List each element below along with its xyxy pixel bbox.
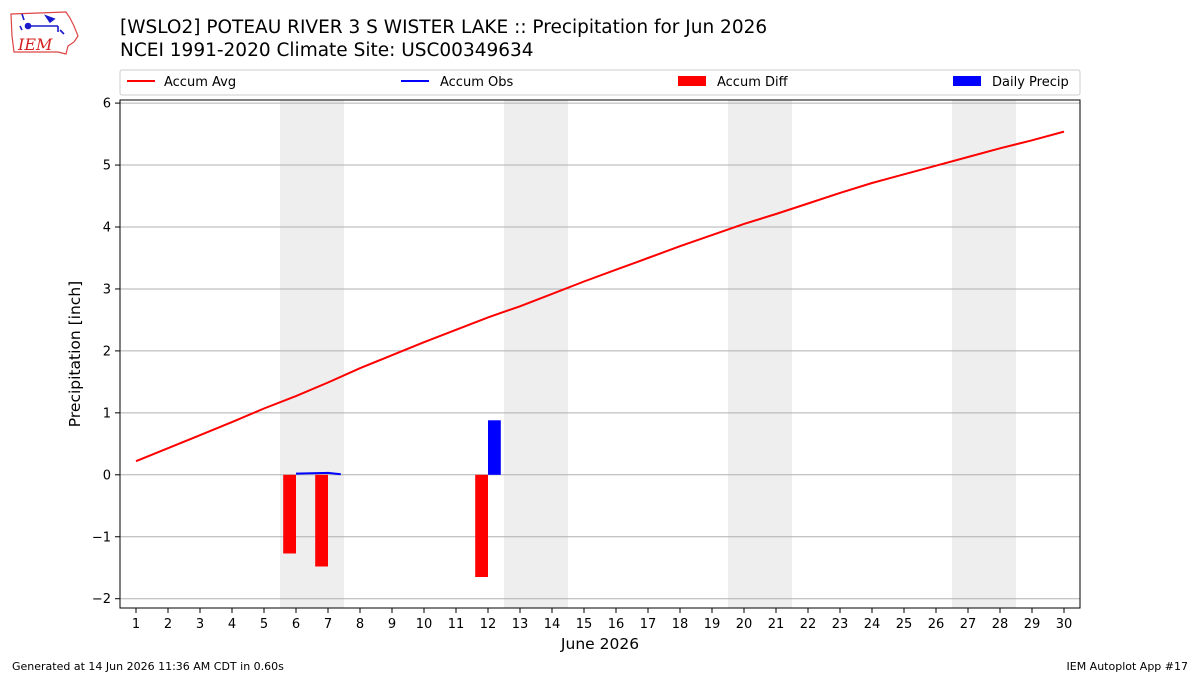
accum-diff-bar-7	[315, 474, 328, 567]
x-tick-label-2: 2	[164, 617, 172, 632]
x-tick-label-9: 9	[388, 617, 396, 632]
x-tick-label-24: 24	[864, 617, 881, 632]
y-tick-label-5: 5	[103, 159, 111, 174]
logo-text: IEM	[17, 35, 53, 54]
x-tick-label-29: 29	[1024, 617, 1041, 632]
x-tick-label-30: 30	[1056, 617, 1073, 632]
y-tick-label-3: 3	[103, 282, 111, 297]
x-tick-label-11: 11	[448, 617, 465, 632]
weekend-shade-1	[504, 100, 568, 608]
x-tick-label-15: 15	[576, 617, 593, 632]
y-axis: −2 −1 0 1 2 3 4 5 6	[92, 97, 120, 607]
x-axis: 1 2 3 4 5 6 7 8 9 10 11 12 13 14 15 16 17 18 19 20 21 22 23 24 2…	[132, 608, 1072, 632]
legend-swatch-daily-precip	[953, 76, 981, 86]
x-tick-label-13: 13	[512, 617, 529, 632]
weekend-shade-3	[952, 100, 1016, 608]
weekend-shading	[280, 100, 1016, 608]
x-tick-label-17: 17	[640, 617, 657, 632]
legend-swatch-accum-diff	[678, 76, 706, 86]
x-tick-label-3: 3	[196, 617, 204, 632]
plot-frame	[119, 99, 1081, 609]
x-tick-label-21: 21	[768, 617, 785, 632]
chart-subtitle: NCEI 1991-2020 Climate Site: USC00349634	[120, 40, 534, 61]
accum-avg-line	[135, 130, 1065, 463]
weekend-shade-2	[728, 100, 792, 608]
y-tick-label-2: 2	[103, 344, 111, 359]
x-tick-label-10: 10	[416, 617, 433, 632]
y-tick-label--2: −2	[92, 592, 111, 607]
y-tick-label-6: 6	[103, 97, 111, 112]
legend-label-accum-obs: Accum Obs	[440, 75, 513, 90]
generated-timestamp: Generated at 14 Jun 2026 11:36 AM CDT in…	[12, 660, 284, 673]
legend-label-accum-diff: Accum Diff	[717, 75, 789, 90]
x-tick-label-23: 23	[832, 617, 849, 632]
y-axis-label: Precipitation [inch]	[66, 281, 84, 427]
chart-title: [WSLO2] POTEAU RIVER 3 S WISTER LAKE :: …	[120, 17, 768, 38]
y-tick-label--1: −1	[92, 530, 111, 545]
x-tick-label-18: 18	[672, 617, 689, 632]
lines	[135, 130, 1065, 476]
x-tick-label-1: 1	[132, 617, 140, 632]
legend-label-accum-avg: Accum Avg	[164, 75, 236, 90]
x-tick-label-4: 4	[228, 617, 236, 632]
accum-diff-bar-6	[283, 474, 296, 554]
app-label: IEM Autoplot App #17	[1066, 660, 1189, 673]
x-tick-label-7: 7	[324, 617, 332, 632]
legend: Accum Avg Accum Obs Accum Diff Daily Pre…	[119, 69, 1081, 96]
x-tick-label-14: 14	[544, 617, 561, 632]
x-tick-label-20: 20	[736, 617, 753, 632]
x-tick-label-5: 5	[260, 617, 268, 632]
x-tick-label-6: 6	[292, 617, 300, 632]
accum-obs-line	[295, 471, 341, 476]
iem-logo: IEM	[10, 11, 79, 55]
x-tick-label-27: 27	[960, 617, 977, 632]
legend-label-daily-precip: Daily Precip	[992, 75, 1069, 90]
x-tick-label-12: 12	[480, 617, 497, 632]
x-tick-label-28: 28	[992, 617, 1009, 632]
accum-diff-bar-12	[475, 474, 488, 578]
x-axis-label: June 2026	[560, 635, 639, 653]
daily-precip-bar-12	[488, 420, 501, 475]
x-tick-label-26: 26	[928, 617, 945, 632]
bars	[283, 420, 501, 578]
x-tick-label-19: 19	[704, 617, 721, 632]
y-tick-label-4: 4	[103, 221, 111, 236]
y-tick-label-1: 1	[103, 406, 111, 421]
x-tick-label-16: 16	[608, 617, 625, 632]
grid-lines	[120, 102, 1080, 600]
y-tick-label-0: 0	[103, 468, 111, 483]
x-tick-label-8: 8	[356, 617, 364, 632]
x-tick-label-22: 22	[800, 617, 817, 632]
x-tick-label-25: 25	[896, 617, 913, 632]
